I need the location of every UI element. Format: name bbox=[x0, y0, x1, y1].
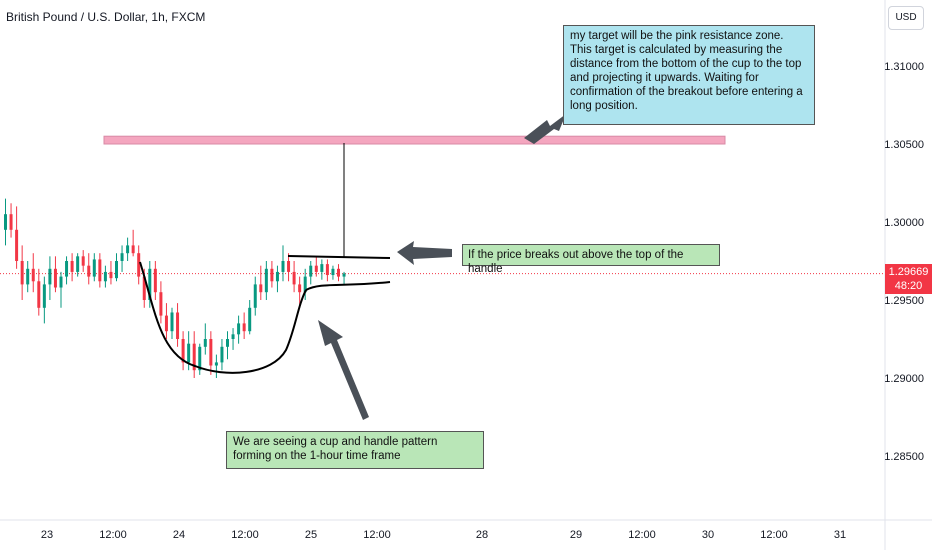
candle-body[interactable] bbox=[65, 261, 69, 277]
price-tick-label: 1.28500 bbox=[884, 451, 924, 463]
price-tick-label: 1.29500 bbox=[884, 295, 924, 307]
breakout-note: If the price breaks out above the top of… bbox=[462, 244, 720, 275]
candle-body[interactable] bbox=[76, 256, 80, 272]
handle-top-line[interactable] bbox=[287, 255, 391, 259]
candle-body[interactable] bbox=[31, 268, 35, 282]
price-tick-label: 1.30500 bbox=[884, 139, 924, 151]
candle-body[interactable] bbox=[37, 281, 41, 308]
candle-body[interactable] bbox=[181, 339, 185, 363]
candle-body[interactable] bbox=[192, 343, 196, 371]
candle-body[interactable] bbox=[320, 264, 324, 272]
time-tick-label: 29 bbox=[570, 529, 582, 541]
target-note: my target will be the pink resistance zo… bbox=[563, 25, 815, 125]
resistance-zone[interactable] bbox=[103, 135, 726, 145]
candle-body[interactable] bbox=[59, 276, 63, 288]
candle-body[interactable] bbox=[264, 268, 268, 293]
candle-body[interactable] bbox=[153, 268, 157, 293]
candle-body[interactable] bbox=[176, 312, 180, 339]
candle-body[interactable] bbox=[4, 214, 7, 230]
candle-body[interactable] bbox=[9, 214, 13, 230]
chart-title: British Pound / U.S. Dollar, 1h, FXCM bbox=[6, 10, 206, 24]
candle-body[interactable] bbox=[98, 259, 102, 282]
time-tick-label: 12:00 bbox=[363, 529, 391, 541]
candle-body[interactable] bbox=[48, 268, 52, 285]
candle-body[interactable] bbox=[92, 259, 96, 277]
candle-body[interactable] bbox=[253, 284, 257, 308]
handle-bottom-line[interactable] bbox=[305, 281, 391, 291]
candle-body[interactable] bbox=[103, 271, 107, 282]
candle-body[interactable] bbox=[242, 323, 246, 332]
time-tick-label: 30 bbox=[702, 529, 714, 541]
candle-body[interactable] bbox=[309, 265, 313, 277]
time-tick-label: 12:00 bbox=[628, 529, 656, 541]
candle-body[interactable] bbox=[126, 245, 130, 254]
price-tick-label: 1.29000 bbox=[884, 373, 924, 385]
bar-countdown: 48:20 bbox=[894, 280, 923, 292]
time-tick-label: 12:00 bbox=[231, 529, 259, 541]
candle-body[interactable] bbox=[209, 339, 213, 366]
candle-body[interactable] bbox=[231, 334, 235, 339]
cup-pattern-line[interactable] bbox=[139, 261, 307, 374]
candle-body[interactable] bbox=[120, 253, 124, 261]
price-tick-label: 1.31000 bbox=[884, 61, 924, 73]
cup-note: We are seeing a cup and handle pattern f… bbox=[226, 431, 484, 469]
time-tick-label: 24 bbox=[173, 529, 185, 541]
candle-body[interactable] bbox=[287, 261, 291, 272]
candle-body[interactable] bbox=[87, 265, 91, 277]
candle-body[interactable] bbox=[303, 276, 307, 293]
candle-body[interactable] bbox=[325, 264, 329, 276]
candle-body[interactable] bbox=[248, 307, 252, 332]
candle-body[interactable] bbox=[142, 276, 146, 300]
candle-body[interactable] bbox=[331, 268, 335, 276]
candle-body[interactable] bbox=[170, 312, 174, 332]
time-tick-label: 25 bbox=[305, 529, 317, 541]
candle-body[interactable] bbox=[159, 292, 163, 316]
candle-body[interactable] bbox=[20, 261, 24, 285]
candle-body[interactable] bbox=[15, 229, 19, 261]
candle-body[interactable] bbox=[148, 268, 152, 300]
candle-body[interactable] bbox=[337, 268, 340, 277]
candle-body[interactable] bbox=[220, 346, 224, 363]
candle-body[interactable] bbox=[292, 271, 296, 285]
time-tick-label: 12:00 bbox=[760, 529, 788, 541]
time-tick-label: 31 bbox=[834, 529, 846, 541]
candle-body[interactable] bbox=[109, 271, 113, 279]
candle-body[interactable] bbox=[187, 343, 191, 363]
price-tick-label: 1.30000 bbox=[884, 217, 924, 229]
time-tick-label: 28 bbox=[476, 529, 488, 541]
candle-body[interactable] bbox=[342, 273, 346, 277]
candle-body[interactable] bbox=[226, 339, 229, 347]
candle-body[interactable] bbox=[81, 256, 85, 266]
candle-body[interactable] bbox=[237, 323, 241, 335]
candle-body[interactable] bbox=[26, 268, 30, 285]
candle-body[interactable] bbox=[42, 284, 46, 308]
current-price-badge: 1.29669 48:20 bbox=[885, 264, 932, 294]
candle-body[interactable] bbox=[131, 245, 135, 254]
candle-body[interactable] bbox=[203, 339, 207, 347]
current-price-value: 1.29669 bbox=[888, 266, 929, 278]
candle-body[interactable] bbox=[314, 265, 318, 272]
time-tick-label: 23 bbox=[41, 529, 53, 541]
candle-body[interactable] bbox=[70, 261, 74, 272]
candle-body[interactable] bbox=[137, 253, 141, 277]
target-arrow[interactable] bbox=[524, 114, 566, 144]
candle-body[interactable] bbox=[281, 261, 285, 272]
candle-body[interactable] bbox=[259, 284, 263, 293]
cup-arrow[interactable] bbox=[318, 320, 369, 420]
candle-body[interactable] bbox=[298, 284, 302, 293]
candle-body[interactable] bbox=[53, 268, 57, 288]
candle-body[interactable] bbox=[115, 261, 118, 279]
time-tick-label: 12:00 bbox=[99, 529, 127, 541]
breakout-arrow[interactable] bbox=[397, 241, 452, 265]
candle-body[interactable] bbox=[164, 315, 168, 332]
candle-body[interactable] bbox=[198, 346, 202, 371]
candle-body[interactable] bbox=[214, 362, 218, 366]
candle-body[interactable] bbox=[270, 268, 274, 282]
currency-button[interactable]: USD bbox=[888, 6, 924, 30]
candle-body[interactable] bbox=[275, 271, 279, 282]
